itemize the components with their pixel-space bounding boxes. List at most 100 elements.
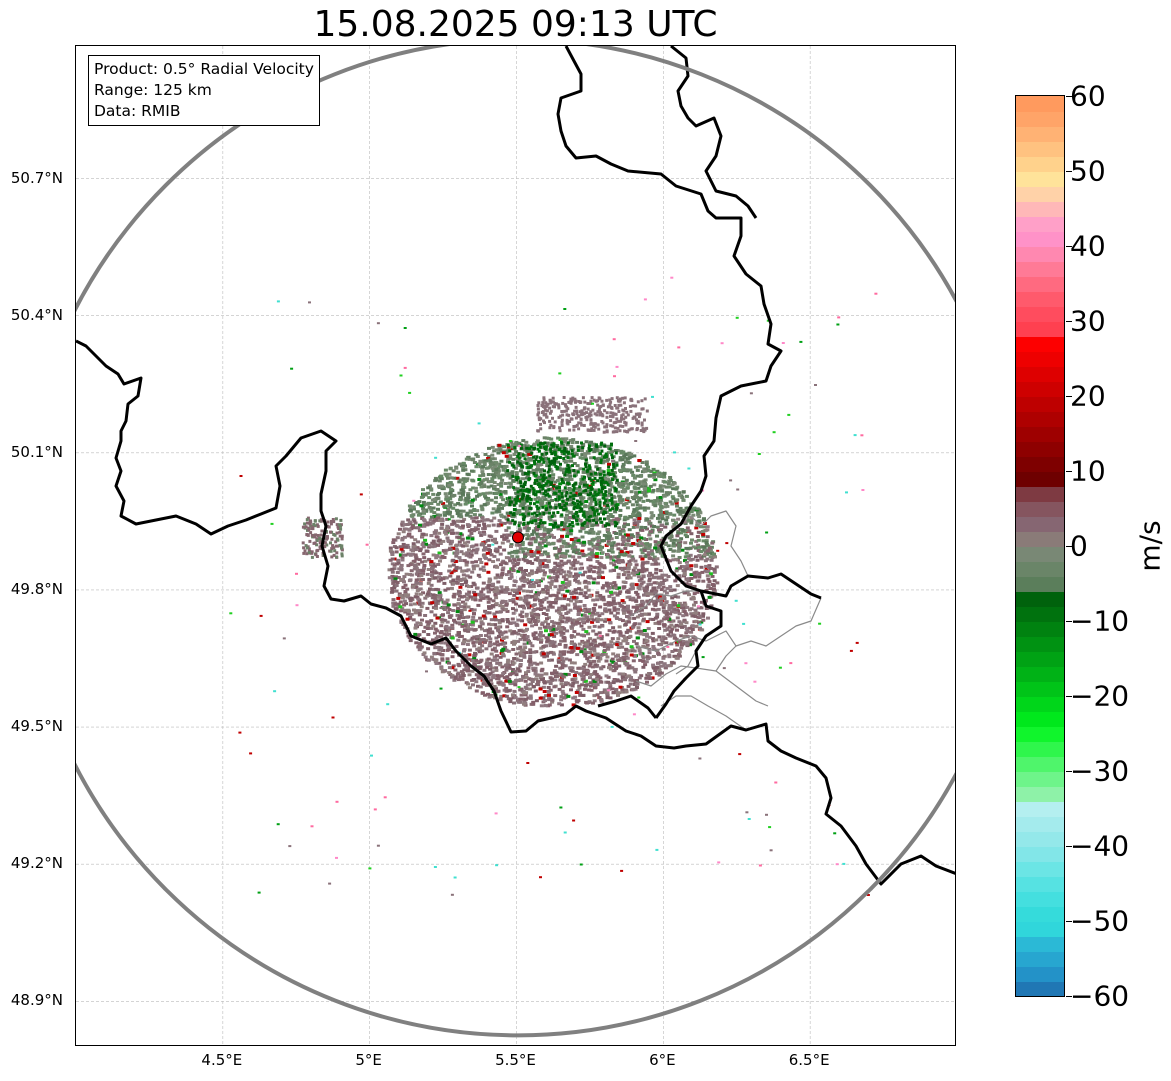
echo-cell <box>455 512 460 516</box>
echo-cell <box>516 588 521 592</box>
echo-cell <box>702 522 707 525</box>
echo-cell <box>463 464 467 468</box>
echo-cell <box>644 639 649 643</box>
echo-cell <box>688 567 693 571</box>
echo-cell <box>502 466 507 470</box>
echo-cell <box>478 625 483 629</box>
echo-cell <box>390 574 395 578</box>
echo-cell <box>518 651 523 655</box>
echo-cell <box>621 450 626 454</box>
echo-cell <box>656 607 661 611</box>
echo-cell <box>553 572 557 575</box>
echo-cell <box>532 529 536 533</box>
echo-cell <box>685 578 690 582</box>
echo-cell <box>515 596 520 600</box>
echo-cell <box>598 546 603 550</box>
echo-cell <box>620 645 625 649</box>
echo-cell <box>561 539 566 543</box>
echo-cell <box>479 621 484 625</box>
echo-cell <box>528 648 533 652</box>
echo-cell <box>610 637 615 641</box>
echo-cell <box>501 503 506 507</box>
echo-cell <box>690 538 694 542</box>
echo-cell <box>388 549 393 553</box>
echo-cell <box>425 572 430 576</box>
echo-cell <box>631 659 636 663</box>
echo-cell <box>662 589 667 593</box>
echo-cell <box>619 679 623 683</box>
echo-cell <box>502 694 507 698</box>
echo-cell <box>452 521 457 525</box>
echo-cell <box>704 551 708 555</box>
echo-cell <box>666 544 671 548</box>
echo-cell <box>541 590 546 594</box>
echo-cell <box>474 516 479 520</box>
echo-cell <box>482 522 487 526</box>
echo-cell <box>434 535 439 539</box>
echo-cell <box>540 499 545 503</box>
echo-cell <box>523 547 528 551</box>
echo-cell <box>478 465 483 469</box>
echo-cell <box>506 649 511 653</box>
echo-cell <box>503 600 508 603</box>
echo-cell <box>454 554 459 558</box>
echo-cell <box>596 617 601 621</box>
echo-cell <box>508 697 513 701</box>
echo-cell <box>657 668 662 672</box>
echo-cell <box>485 501 490 505</box>
echo-cell <box>682 508 687 512</box>
echo-cell <box>399 565 404 569</box>
echo-cell <box>680 642 685 646</box>
echo-cell <box>491 695 496 698</box>
echo-cell <box>551 624 556 628</box>
echo-cell <box>585 450 590 454</box>
echo-cell <box>563 488 568 492</box>
echo-cell <box>413 626 418 630</box>
echo-cell <box>521 648 526 652</box>
echo-cell <box>587 664 592 668</box>
echo-cell <box>644 468 649 471</box>
echo-cell <box>499 521 504 525</box>
echo-cell <box>663 480 668 484</box>
echo-cell <box>458 532 463 536</box>
echo-cell <box>629 550 634 554</box>
echo-cell <box>422 492 426 496</box>
echo-cell <box>696 538 701 542</box>
echo-cell <box>454 645 459 648</box>
echo-cell <box>488 465 493 469</box>
echo-cell <box>479 504 484 508</box>
echo-cell <box>688 638 693 642</box>
echo-cell <box>528 694 533 698</box>
echo-cell <box>489 618 494 622</box>
echo-cell <box>498 502 503 506</box>
echo-cell <box>587 569 592 573</box>
echo-cell <box>586 566 591 570</box>
echo-cell <box>558 666 563 670</box>
echo-cell <box>508 629 513 633</box>
echo-cell <box>575 606 580 610</box>
echo-cell <box>635 606 639 609</box>
echo-cell <box>654 665 659 669</box>
echo-cell <box>455 581 460 585</box>
echo-cell <box>573 677 578 681</box>
echo-cell <box>472 656 477 660</box>
echo-cell <box>655 469 660 473</box>
echo-cell <box>626 567 631 570</box>
echo-cell <box>703 569 708 573</box>
echo-cell <box>529 456 534 460</box>
echo-cell <box>597 498 602 502</box>
radar-map[interactable] <box>75 45 956 1046</box>
echo-cell <box>474 465 479 469</box>
echo-cell <box>607 445 612 449</box>
echo-cell <box>528 651 533 655</box>
echo-cell <box>600 612 605 616</box>
echo-cell <box>636 482 641 486</box>
echo-cell <box>471 567 476 571</box>
echo-cell <box>474 619 479 623</box>
echo-cell <box>462 649 466 653</box>
echo-cell <box>448 673 453 676</box>
echo-cell <box>660 489 665 493</box>
echo-cell <box>612 668 617 672</box>
echo-cell <box>416 513 421 517</box>
echo-cell <box>595 552 600 556</box>
